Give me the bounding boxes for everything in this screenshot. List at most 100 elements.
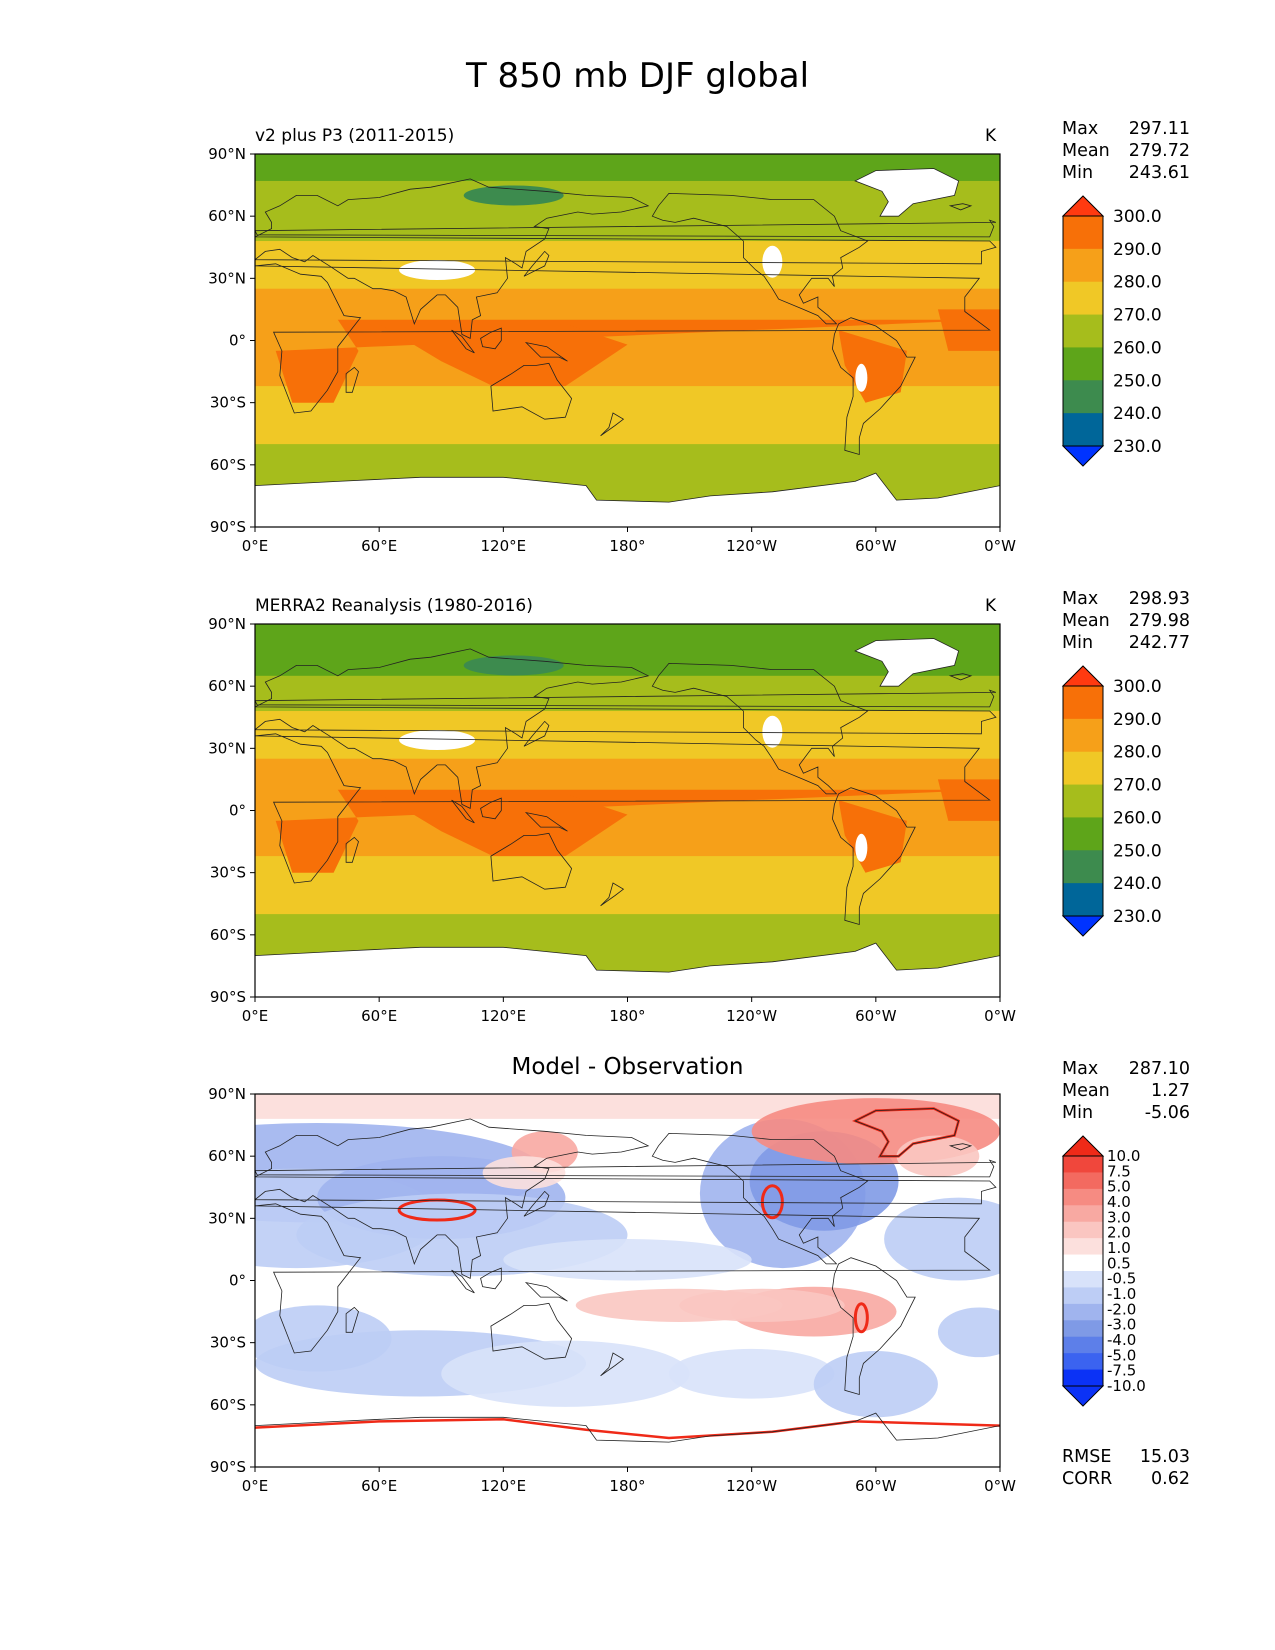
mean-label: Mean xyxy=(1062,141,1110,161)
coastline-madagascar xyxy=(345,1306,359,1333)
coastline-uk xyxy=(255,689,997,708)
panel-subtitle: MERRA2 Reanalysis (1980-2016) xyxy=(255,596,533,616)
y-tick-label: 0° xyxy=(229,332,246,350)
coastline-australia xyxy=(490,832,573,890)
colorbar-label: 0.5 xyxy=(1107,1254,1131,1272)
positive-anomaly xyxy=(482,1156,566,1190)
y-tick-label: 30°S xyxy=(210,394,246,412)
negative-anomaly xyxy=(884,1197,1000,1281)
map-plot: 0°E 60°E 120°E 180° 120°W 60°W 0°W 90°N 60°N 30°N… xyxy=(208,1085,1146,1495)
colorbar-frame xyxy=(1062,685,1104,917)
temperature-band xyxy=(255,419,1000,445)
x-tick-label: 60°E xyxy=(361,1477,397,1495)
colorbar-segment xyxy=(1063,216,1103,250)
y-tick-label: 90°S xyxy=(210,518,246,536)
max-value: 287.10 xyxy=(1128,1059,1190,1079)
cold-core xyxy=(463,185,564,206)
topography-rim xyxy=(760,1184,784,1220)
colorbar-label: -7.5 xyxy=(1107,1362,1136,1380)
tibet-mask xyxy=(399,260,476,281)
coastline-samerica xyxy=(831,787,916,926)
colorbar-segment xyxy=(1063,883,1103,917)
colorbar-segment xyxy=(1063,686,1103,720)
coastline-eurasia xyxy=(255,1118,997,1280)
temperature-band xyxy=(255,261,1000,290)
colorbar-label: 240.0 xyxy=(1113,404,1162,424)
coastline-borneo xyxy=(480,1267,502,1290)
y-tick-label: 30°N xyxy=(208,269,246,287)
colorbar-segment xyxy=(1063,817,1103,851)
coastline-iceland xyxy=(948,203,973,211)
colorbar-label: 280.0 xyxy=(1113,743,1162,763)
max-value: 298.93 xyxy=(1128,589,1190,609)
x-tick-label: 60°W xyxy=(855,1477,897,1495)
skill-stats: RMSE 15.03 CORR 0.62 xyxy=(1062,1446,1190,1490)
colorbar-label: 2.0 xyxy=(1107,1224,1131,1242)
colorbar-label: -0.5 xyxy=(1107,1270,1136,1288)
rmse-label: RMSE xyxy=(1062,1447,1112,1467)
coastline-nz xyxy=(600,882,625,907)
x-tick-label: 60°E xyxy=(361,1007,397,1025)
coastline-iceland xyxy=(948,1143,973,1151)
mean-value: 279.72 xyxy=(1128,141,1190,161)
negative-anomaly xyxy=(441,1340,690,1407)
y-tick-label: 90°N xyxy=(208,615,246,633)
colorbar-bottom-arrow xyxy=(1061,445,1105,467)
coastline-greenland xyxy=(854,168,960,217)
field-layer xyxy=(255,624,1000,997)
coastline-newguinea xyxy=(524,341,568,362)
map-plot: 0°E 60°E 120°E 180° 120°W 60°W 0°W 90°N 60°N 30°N… xyxy=(208,615,1162,1025)
colorbar-segment xyxy=(1063,1254,1103,1272)
map-frame xyxy=(254,153,1001,528)
x-tick-label: 120°W xyxy=(726,537,777,555)
coastline-sumatra xyxy=(451,1269,475,1294)
map-frame xyxy=(254,1093,1001,1468)
colorbar-segment xyxy=(1063,1369,1103,1387)
colorbar-label: 270.0 xyxy=(1113,306,1162,326)
colorbar-label: -10.0 xyxy=(1107,1377,1146,1395)
max-label: Max xyxy=(1062,1059,1099,1079)
colorbar-label: 250.0 xyxy=(1113,841,1162,861)
colorbar-label: -3.0 xyxy=(1107,1316,1136,1334)
warm-region xyxy=(379,323,628,387)
colorbar-segment xyxy=(1063,784,1103,818)
warm-region xyxy=(838,800,907,873)
colorbar-segment xyxy=(1063,1172,1103,1190)
coastline-samerica xyxy=(831,1257,916,1396)
coastline-japan xyxy=(523,720,550,747)
colorbar-bottom-arrow xyxy=(1061,915,1105,937)
x-tick-label: 0°W xyxy=(984,1007,1016,1025)
temperature-band xyxy=(255,711,1000,733)
x-tick-label: 120°E xyxy=(481,537,527,555)
field-layer xyxy=(255,1094,1000,1467)
colorbar-segment xyxy=(1063,413,1103,447)
rockies-mask xyxy=(762,245,783,278)
negative-anomaly xyxy=(668,1348,835,1399)
colorbar-label: 4.0 xyxy=(1107,1193,1131,1211)
y-tick-label: 60°N xyxy=(208,677,246,695)
coastline-japan xyxy=(523,1190,550,1217)
coastline-africa xyxy=(255,733,991,884)
panel-observation: 0°E 60°E 120°E 180° 120°W 60°W 0°W 90°N 60°N 30°N… xyxy=(0,588,1275,1048)
x-tick-label: 0°E xyxy=(242,537,269,555)
y-tick-label: 0° xyxy=(229,1272,246,1290)
figure-title: T 850 mb DJF global xyxy=(465,56,810,96)
coastline-australia xyxy=(490,362,573,420)
min-label: Min xyxy=(1062,163,1094,183)
coastline-africa xyxy=(255,263,991,414)
colorbar-segment xyxy=(1063,1188,1103,1206)
colorbar-bottom-arrow xyxy=(1061,1385,1105,1407)
x-tick-label: 0°W xyxy=(984,1477,1016,1495)
colorbar-segment xyxy=(1063,1238,1103,1256)
coastline-namerica xyxy=(651,662,869,795)
min-value: 242.77 xyxy=(1128,633,1190,653)
y-tick-label: 60°N xyxy=(208,1147,246,1165)
colorbar-label: 300.0 xyxy=(1113,207,1162,227)
y-tick-label: 90°N xyxy=(208,145,246,163)
colorbar-label: 1.0 xyxy=(1107,1239,1131,1257)
coastline-borneo xyxy=(480,327,502,350)
temperature-band xyxy=(255,889,1000,915)
mean-label: Mean xyxy=(1062,611,1110,631)
y-tick-label: 90°N xyxy=(208,1085,246,1103)
coastline-namerica xyxy=(651,192,869,325)
